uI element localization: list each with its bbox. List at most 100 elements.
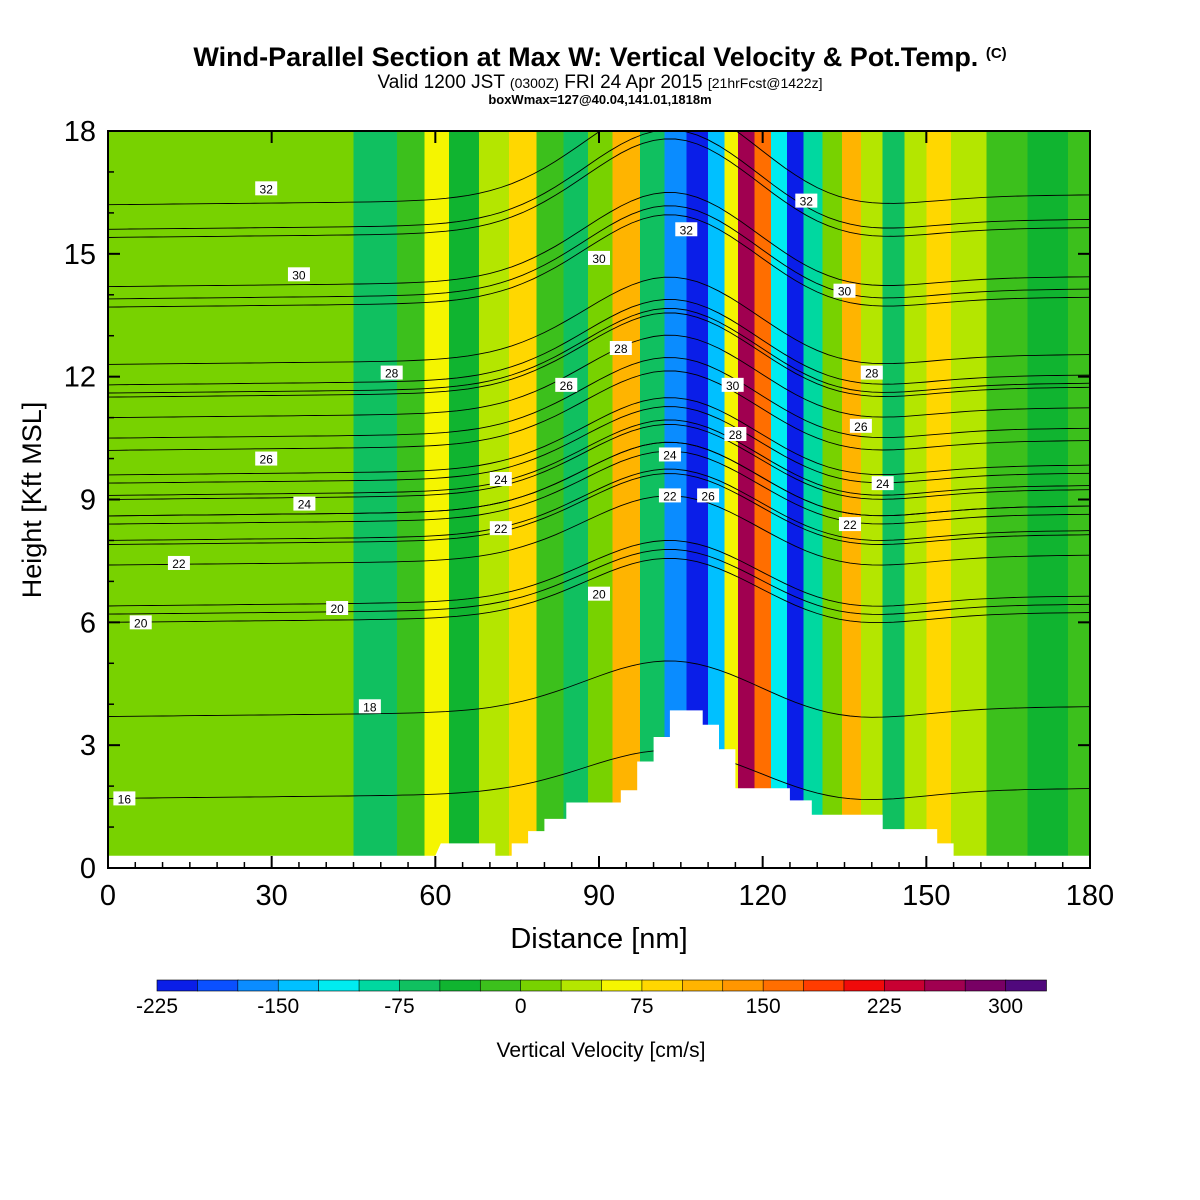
colorbar-swatch (843, 979, 886, 992)
colorbar-swatch (641, 979, 684, 992)
contour-label: 24 (871, 476, 894, 491)
theta-contour-line (108, 557, 1090, 624)
colorbar-swatch (237, 979, 280, 992)
x-tick-label: 90 (583, 880, 615, 912)
contour-label-text: 28 (865, 367, 879, 381)
contour-label: 24 (658, 447, 681, 462)
colorbar-swatch (277, 979, 320, 992)
contour-label-box (255, 451, 278, 466)
y-axis-label: Height [Kft MSL] (17, 402, 47, 599)
colorbar-swatch (197, 979, 239, 992)
chart-title: Wind-Parallel Section at Max W: Vertical… (0, 42, 1200, 73)
contour-label-text: 26 (854, 420, 868, 434)
theta-contour-line (108, 495, 1090, 566)
y-tick-label: 9 (80, 485, 96, 517)
theta-contour-line (108, 660, 1090, 718)
colorbar-swatch (520, 979, 562, 992)
contour-label: 22 (838, 517, 861, 532)
theta-contour-line (108, 419, 1090, 496)
contour-labels: 16 18 20 20 22 24 26 28 30 32 22 24 26 28 30 20 22 24 32 26… (113, 181, 894, 806)
contour-label: 26 (697, 488, 720, 503)
contour-label-box (489, 521, 512, 536)
contour-label-box (697, 488, 720, 503)
contour-label: 32 (795, 193, 818, 209)
contour-label-text: 24 (494, 473, 508, 487)
contour-label-text: 26 (260, 453, 274, 467)
contour-label-text: 20 (330, 602, 344, 616)
colorbar-swatch (479, 979, 522, 992)
box-info: boxWmax=127@40.04,141.01,1818m (488, 92, 712, 107)
contour-label-box (380, 365, 403, 380)
colorbar-swatch (762, 979, 805, 992)
colorbar-tick-label: -150 (257, 995, 299, 1018)
contour-label-box (833, 283, 856, 298)
contour-label-box (658, 447, 681, 462)
colorbar-tick-label: 150 (746, 995, 781, 1018)
contour-label-text: 22 (172, 557, 186, 571)
colorbar-swatch (803, 979, 845, 992)
contour-label: 30 (833, 283, 856, 299)
colorbar-swatch (924, 979, 966, 992)
velocity-field (108, 131, 1090, 868)
y-tick-label: 0 (80, 853, 96, 885)
contour-label: 20 (129, 615, 152, 630)
contour-label-text: 24 (876, 477, 890, 491)
colorbar-tick-label: 300 (988, 995, 1023, 1018)
contour-label-text: 32 (260, 182, 274, 196)
theta-contour-line (108, 334, 1090, 419)
colorbar-swatch (358, 979, 401, 992)
colorbar-tick-label: -225 (136, 995, 178, 1018)
colorbar-swatch (318, 979, 360, 992)
contour-label-text: 26 (560, 379, 574, 393)
contour-label-box (838, 517, 861, 532)
contour-label-box (609, 341, 632, 356)
contour-label-box (489, 472, 512, 487)
contour-label-box (358, 699, 381, 714)
contour-label-box (167, 555, 190, 570)
contour-label-box (675, 222, 698, 237)
contour-label: 26 (849, 418, 872, 434)
copyright-mark: (C) (985, 45, 1007, 62)
contour-label: 24 (293, 496, 316, 512)
contour-label-box (255, 181, 278, 196)
contour-label-box (871, 476, 894, 491)
contour-label: 20 (588, 586, 610, 602)
contour-label: 28 (380, 365, 403, 381)
theta-contour-line (108, 308, 1090, 394)
contour-label-text: 22 (843, 518, 857, 532)
contour-label-text: 20 (134, 616, 148, 630)
contour-label-text: 32 (800, 195, 814, 209)
theta-contour-line (108, 370, 1090, 451)
contour-label-text: 32 (680, 223, 694, 237)
y-axis: 0 3 6 9 12 15 18 (64, 116, 1090, 885)
colorbar: -225 -150 -75 0 75 150 225 300 (136, 979, 1047, 1018)
contour-label-text: 22 (663, 489, 677, 503)
theta-contours (108, 131, 1090, 801)
colorbar-tick-label: 225 (867, 995, 902, 1018)
contour-label: 22 (489, 521, 512, 536)
theta-contour-line (108, 548, 1090, 615)
contour-label: 32 (255, 181, 278, 196)
contour-label-box (326, 601, 349, 616)
theta-contour-line (108, 424, 1090, 500)
contour-label-box (721, 377, 744, 392)
contour-label: 26 (555, 377, 578, 393)
x-tick-label: 60 (419, 880, 451, 912)
theta-contour-line (108, 131, 1090, 230)
colorbar-swatch (722, 979, 764, 992)
y-tick-label: 12 (64, 362, 96, 394)
contour-label-box (724, 426, 747, 441)
contour-label: 32 (675, 222, 698, 237)
valid-prefix: Valid 1200 JST (377, 72, 505, 93)
contour-label: 28 (860, 365, 883, 381)
theta-contour-line (108, 357, 1090, 439)
valid-utc: (0300Z) (509, 75, 559, 91)
colorbar-swatch (560, 979, 603, 992)
contour-label: 20 (326, 601, 349, 616)
contour-label: 28 (609, 341, 632, 356)
x-tick-label: 150 (902, 880, 950, 912)
contour-label-text: 26 (701, 489, 715, 503)
theta-contour-line (108, 441, 1090, 517)
colorbar-swatch (601, 979, 643, 992)
